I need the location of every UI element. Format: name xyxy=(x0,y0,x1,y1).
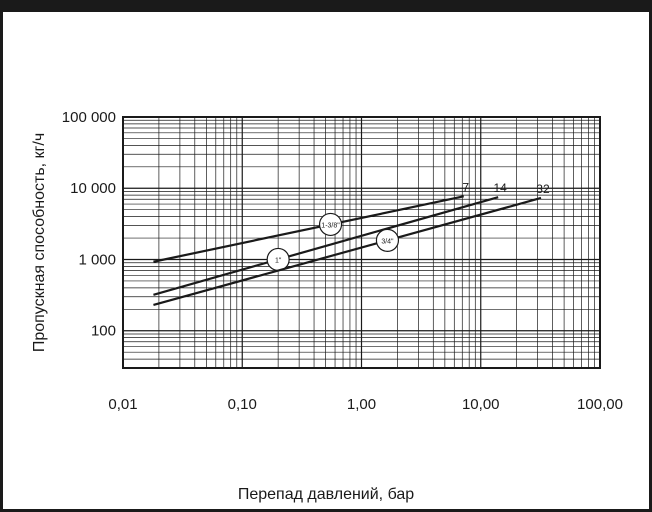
y-tick-label: 10 000 xyxy=(70,180,116,197)
x-tick-label: 100,00 xyxy=(577,396,623,413)
series-marker-32 xyxy=(375,228,400,252)
x-tick-label: 10,00 xyxy=(462,396,500,413)
grid-layer xyxy=(123,117,600,368)
series-label-7: 7 xyxy=(462,180,469,194)
x-axis-label: Перепад давлений, бар xyxy=(238,486,414,503)
tick-layer: 0,01 0,10 1,00 10,00 100,00 100 1 000 10 000 100… xyxy=(62,109,623,413)
title-bar xyxy=(0,0,652,12)
y-tick-label: 100 000 xyxy=(62,109,116,126)
series-marker-label-14: 1" xyxy=(275,257,282,264)
plot-border xyxy=(122,116,601,369)
series-marker-7 xyxy=(318,212,343,237)
x-tick-label: 0,01 xyxy=(108,396,137,413)
series-line-14 xyxy=(153,196,499,296)
series-label-14: 14 xyxy=(493,181,507,195)
series-line-32 xyxy=(153,196,542,307)
x-tick-label: 0,10 xyxy=(228,396,257,413)
series-line-7 xyxy=(153,195,464,263)
y-tick-label: 1 000 xyxy=(78,251,116,268)
series-label-32: 32 xyxy=(536,182,550,196)
x-tick-label: 1,00 xyxy=(347,396,376,413)
series-layer: 7 1-3/8" 14 1" 32 3/4" xyxy=(153,180,550,307)
y-tick-label: 100 xyxy=(91,323,116,340)
y-axis-label: Пропускная способность, кг/ч xyxy=(31,133,48,352)
series-marker-label-32: 3/4" xyxy=(381,238,394,245)
series-marker-label-7: 1-3/8" xyxy=(321,222,340,229)
